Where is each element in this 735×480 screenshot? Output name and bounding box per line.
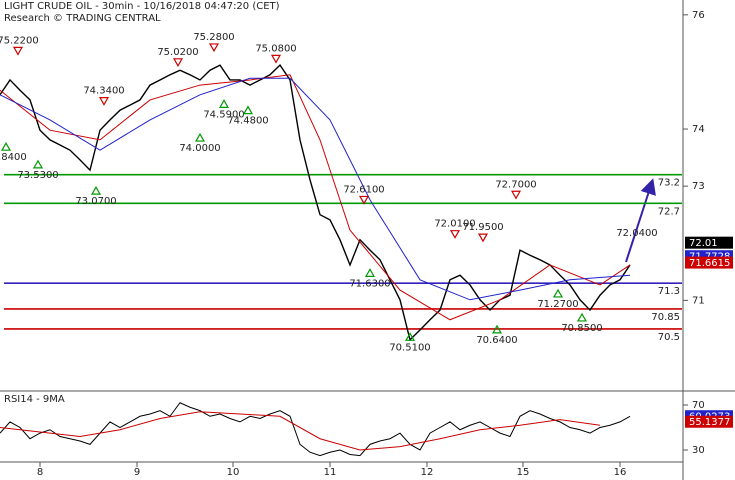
- low-marker: [552, 288, 564, 298]
- x-tick-label: 8: [37, 467, 43, 478]
- annotation-label: 70.5100: [389, 342, 430, 353]
- annotation-label: 74.5900: [203, 109, 244, 120]
- y-tick-label: 73: [692, 181, 705, 192]
- annotation-label: 73.0700: [75, 196, 116, 207]
- low-marker: [0, 141, 12, 151]
- low-marker: [32, 159, 44, 169]
- rsi-line: [0, 411, 601, 451]
- low-marker: [404, 332, 416, 341]
- low-marker: [90, 185, 102, 195]
- high-marker: [449, 230, 461, 239]
- low-marker: [576, 312, 588, 322]
- level-label: 70.85: [651, 312, 680, 323]
- level-label: 70.5: [658, 332, 680, 343]
- annotation-label: 75.2800: [193, 32, 234, 43]
- price-line: [0, 74, 631, 321]
- annotation-label: 72.0100: [434, 219, 475, 230]
- annotation-label: 70.6400: [476, 335, 517, 346]
- price-line: [0, 77, 631, 301]
- annotation-label: 71.2700: [537, 299, 578, 310]
- annotation-label: 73.8400: [0, 152, 27, 163]
- chart-title: LIGHT CRUDE OIL - 30min - 10/16/2018 04:…: [4, 1, 280, 12]
- annotation-label: 72.7000: [495, 179, 536, 190]
- annotation-label: 71.6300: [349, 278, 390, 289]
- low-marker: [491, 324, 503, 334]
- last-value-bg: [685, 256, 733, 269]
- low-marker: [218, 99, 230, 108]
- level-label: 73.2: [658, 178, 680, 189]
- annotation-label: 72.0400: [616, 228, 657, 239]
- high-marker: [98, 97, 110, 106]
- x-tick-label: 15: [517, 467, 530, 478]
- high-marker: [477, 233, 489, 243]
- projection-arrow: [625, 178, 656, 263]
- rsi-last-value: 55.1377: [689, 417, 730, 428]
- last-value: 72.01: [689, 238, 718, 249]
- annotation-label: 75.0200: [157, 47, 198, 58]
- last-value: 71.6615: [689, 258, 730, 269]
- y-tick-label: 71: [692, 295, 705, 306]
- annotation-label: 74.4800: [227, 116, 268, 127]
- rsi-y-tick-label: 70: [692, 400, 705, 411]
- level-label: 72.7: [658, 206, 680, 217]
- annotation-label: 75.2200: [0, 35, 39, 46]
- annotation-label: 70.8500: [561, 323, 602, 334]
- annotation-label: 75.0800: [255, 43, 296, 54]
- low-marker: [364, 268, 376, 277]
- rsi-y-tick-label: 30: [692, 445, 705, 456]
- high-marker: [270, 54, 282, 64]
- y-tick-label: 74: [692, 124, 705, 135]
- price-line: [0, 64, 631, 342]
- annotation-label: 73.5300: [17, 170, 58, 181]
- x-tick-label: 10: [227, 467, 240, 478]
- y-tick-label: 76: [692, 10, 705, 21]
- annotation-label: 71.9500: [462, 222, 503, 233]
- x-tick-label: 11: [324, 467, 337, 478]
- rsi-line: [0, 402, 631, 457]
- annotation-label: 72.6100: [343, 184, 384, 195]
- high-marker: [172, 58, 184, 68]
- high-marker: [208, 43, 220, 53]
- annotation-label: 74.0000: [179, 143, 220, 154]
- x-tick-label: 12: [421, 467, 434, 478]
- rsi-title: RSI14 - 9MA: [4, 394, 65, 405]
- annotation-label: 74.3400: [83, 86, 124, 97]
- high-marker: [358, 195, 370, 205]
- x-tick-label: 16: [614, 467, 627, 478]
- high-marker: [12, 46, 24, 56]
- low-marker: [194, 132, 206, 142]
- x-tick-label: 9: [134, 467, 140, 478]
- last-value-bg: [685, 236, 733, 249]
- chart-subtitle: Research © TRADING CENTRAL: [4, 13, 161, 24]
- level-label: 71.3: [658, 286, 680, 297]
- low-marker: [242, 105, 254, 115]
- high-marker: [510, 190, 522, 200]
- rsi-last-value-bg: [685, 415, 733, 428]
